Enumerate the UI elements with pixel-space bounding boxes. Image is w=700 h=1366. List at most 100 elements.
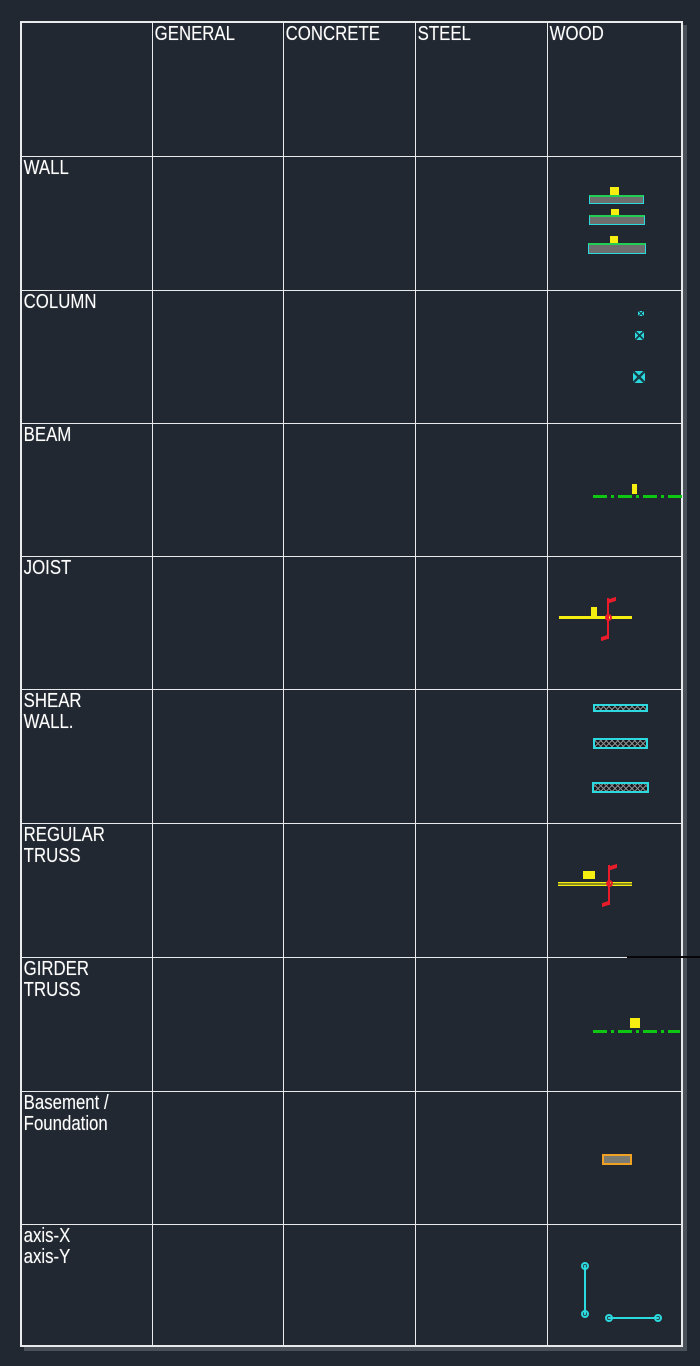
row-label-cell: SHEAR WALL. xyxy=(22,690,153,823)
cell-joist-general xyxy=(153,557,284,689)
row-label-shear-wall: SHEAR WALL. xyxy=(23,690,82,733)
header-cell-general: GENERAL xyxy=(153,23,284,156)
cell-joist-concrete xyxy=(284,557,416,689)
cell-column-concrete xyxy=(284,291,416,423)
girder-leader-line[interactable] xyxy=(627,956,700,958)
axis-bubble-icon[interactable] xyxy=(604,1314,613,1322)
cell-rtruss-steel xyxy=(416,824,548,957)
cell-axis-steel xyxy=(416,1225,548,1345)
wood-beam-marker-icon[interactable] xyxy=(631,484,637,494)
cell-wall-concrete xyxy=(284,157,416,290)
cell-axis-wood xyxy=(548,1225,682,1345)
truss-marker-icon[interactable] xyxy=(582,871,595,879)
cell-wall-steel xyxy=(416,157,548,290)
cell-joist-wood xyxy=(548,557,682,689)
shear-wall-segment-icon[interactable] xyxy=(592,704,648,712)
girder-truss-centerline-icon[interactable] xyxy=(592,1030,680,1033)
row-label-cell: GIRDER TRUSS xyxy=(22,958,153,1091)
row-label-cell: axis-X axis-Y xyxy=(22,1225,153,1345)
wood-joist-marker-icon[interactable] xyxy=(590,607,597,616)
cell-basement-wood xyxy=(548,1092,682,1224)
row-label-beam: BEAM xyxy=(23,424,72,446)
cell-joist-steel xyxy=(416,557,548,689)
header-cell-steel: STEEL xyxy=(416,23,548,156)
wood-joist-line-icon[interactable] xyxy=(558,616,632,619)
cell-gtruss-steel xyxy=(416,958,548,1091)
row-label-cell: COLUMN xyxy=(22,291,153,423)
wood-post-marker-icon[interactable] xyxy=(634,331,644,340)
row-label-regular-truss: REGULAR TRUSS xyxy=(23,824,105,867)
wood-wall-segment-icon[interactable] xyxy=(588,215,645,225)
row-label-axis: axis-X axis-Y xyxy=(23,1225,71,1268)
wood-wall-segment-icon[interactable] xyxy=(587,243,646,254)
row-beam: BEAM xyxy=(22,424,682,557)
row-label-wall: WALL xyxy=(23,157,69,179)
wood-wall-blocking-icon[interactable] xyxy=(610,209,619,216)
row-axis: axis-X axis-Y xyxy=(22,1225,681,1345)
cell-beam-steel xyxy=(416,424,548,556)
shear-wall-segment-icon[interactable] xyxy=(592,738,648,749)
foundation-pad-icon[interactable] xyxy=(601,1154,632,1165)
row-label-joist: JOIST xyxy=(23,557,72,579)
row-joist: JOIST xyxy=(22,557,681,690)
cell-axis-general xyxy=(153,1225,284,1345)
row-label-column: COLUMN xyxy=(23,291,97,313)
wood-post-marker-icon[interactable] xyxy=(637,311,644,316)
cell-gtruss-general xyxy=(153,958,284,1091)
axis-y-line-icon[interactable] xyxy=(583,1267,586,1314)
wood-beam-centerline-icon[interactable] xyxy=(592,495,682,498)
cell-wall-general xyxy=(153,157,284,290)
row-label-cell: Basement / Foundation xyxy=(22,1092,153,1224)
axis-bubble-icon[interactable] xyxy=(580,1310,589,1318)
axis-bubble-icon[interactable] xyxy=(653,1314,662,1322)
wood-wall-segment-icon[interactable] xyxy=(588,195,644,204)
shear-wall-segment-icon[interactable] xyxy=(591,782,649,793)
row-label-cell: BEAM xyxy=(22,424,153,556)
wood-post-marker-icon[interactable] xyxy=(632,371,645,383)
row-shear-wall: SHEAR WALL. xyxy=(22,690,681,824)
row-label-basement: Basement / Foundation xyxy=(23,1092,109,1135)
header-label-steel: STEEL xyxy=(417,23,471,45)
cell-basement-general xyxy=(153,1092,284,1224)
truss-span-arrow-icon[interactable] xyxy=(601,863,617,907)
header-label-wood: WOOD xyxy=(549,23,604,45)
row-regular-truss: REGULAR TRUSS xyxy=(22,824,681,958)
cell-basement-concrete xyxy=(284,1092,416,1224)
cell-beam-concrete xyxy=(284,424,416,556)
cell-column-wood xyxy=(548,291,682,423)
cell-gtruss-wood xyxy=(548,958,682,1091)
cell-column-general xyxy=(153,291,284,423)
girder-truss-marker-icon[interactable] xyxy=(629,1018,640,1028)
row-label-cell: JOIST xyxy=(22,557,153,689)
cell-rtruss-wood xyxy=(548,824,682,957)
row-label-cell: WALL xyxy=(22,157,153,290)
legend-table: GENERAL CONCRETE STEEL WOOD WALL xyxy=(20,21,683,1347)
cell-shear-steel xyxy=(416,690,548,823)
axis-x-line-icon[interactable] xyxy=(608,1317,658,1319)
header-cell-wood: WOOD xyxy=(548,23,682,156)
cell-rtruss-concrete xyxy=(284,824,416,957)
header-empty-cell xyxy=(22,23,153,156)
cell-shear-wood xyxy=(548,690,682,823)
row-girder-truss: GIRDER TRUSS xyxy=(22,958,681,1092)
joist-span-arrow-icon[interactable] xyxy=(600,596,616,641)
cell-beam-wood xyxy=(548,424,682,556)
wood-wall-blocking-icon[interactable] xyxy=(609,187,619,195)
row-wall: WALL xyxy=(22,157,681,291)
cell-rtruss-general xyxy=(153,824,284,957)
cell-beam-general xyxy=(153,424,284,556)
header-row: GENERAL CONCRETE STEEL WOOD xyxy=(22,23,681,157)
cell-column-steel xyxy=(416,291,548,423)
cell-basement-steel xyxy=(416,1092,548,1224)
truss-chord-line-icon[interactable] xyxy=(557,882,632,886)
row-label-cell: REGULAR TRUSS xyxy=(22,824,153,957)
axis-bubble-icon[interactable] xyxy=(580,1262,589,1270)
row-basement: Basement / Foundation xyxy=(22,1092,681,1225)
row-label-girder-truss: GIRDER TRUSS xyxy=(23,958,90,1001)
wood-wall-blocking-icon[interactable] xyxy=(609,236,618,243)
cell-shear-concrete xyxy=(284,690,416,823)
header-label-concrete: CONCRETE xyxy=(285,23,380,45)
cell-gtruss-concrete xyxy=(284,958,416,1091)
cell-wall-wood xyxy=(548,157,682,290)
